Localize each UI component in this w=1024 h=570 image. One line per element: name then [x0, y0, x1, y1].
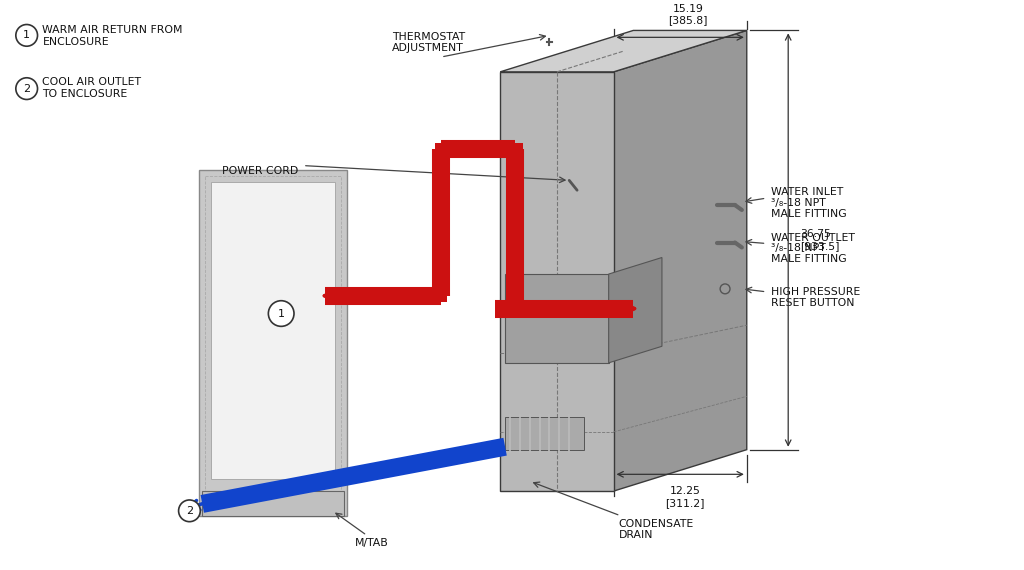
- Circle shape: [268, 301, 294, 327]
- Text: CONDENSATE: CONDENSATE: [618, 519, 694, 529]
- Text: ³/₈-18 NPT: ³/₈-18 NPT: [771, 243, 826, 254]
- Text: TO ENCLOSURE: TO ENCLOSURE: [42, 88, 128, 99]
- Circle shape: [15, 25, 38, 46]
- Text: ADJUSTMENT: ADJUSTMENT: [391, 43, 464, 53]
- Polygon shape: [200, 170, 347, 516]
- Circle shape: [15, 78, 38, 100]
- Circle shape: [178, 500, 201, 522]
- Polygon shape: [211, 182, 336, 479]
- Text: 2: 2: [186, 506, 193, 516]
- Text: HIGH PRESSURE: HIGH PRESSURE: [771, 287, 861, 297]
- Polygon shape: [203, 491, 344, 516]
- Text: RESET BUTTON: RESET BUTTON: [771, 298, 855, 308]
- Polygon shape: [435, 290, 446, 302]
- Text: DRAIN: DRAIN: [618, 530, 653, 540]
- Text: WATER OUTLET: WATER OUTLET: [771, 233, 855, 243]
- Polygon shape: [505, 274, 608, 363]
- Text: 1: 1: [278, 308, 285, 319]
- Polygon shape: [500, 30, 746, 72]
- Polygon shape: [435, 143, 446, 154]
- Circle shape: [720, 284, 730, 294]
- Text: 12.25
[311.2]: 12.25 [311.2]: [666, 486, 705, 508]
- Polygon shape: [510, 143, 523, 154]
- Text: ³/₈-18 NPT: ³/₈-18 NPT: [771, 198, 826, 208]
- Text: MALE FITTING: MALE FITTING: [771, 254, 847, 264]
- Polygon shape: [613, 30, 746, 491]
- Text: WARM AIR RETURN FROM: WARM AIR RETURN FROM: [42, 26, 183, 35]
- Text: MALE FITTING: MALE FITTING: [771, 209, 847, 219]
- Text: 36.75
[933.5]: 36.75 [933.5]: [800, 229, 840, 251]
- Text: ENCLOSURE: ENCLOSURE: [42, 37, 110, 47]
- Polygon shape: [608, 258, 662, 363]
- Text: COOL AIR OUTLET: COOL AIR OUTLET: [42, 77, 141, 87]
- Polygon shape: [500, 72, 613, 491]
- Polygon shape: [505, 417, 584, 450]
- Polygon shape: [510, 288, 523, 300]
- Text: 2: 2: [24, 84, 31, 93]
- Text: 1: 1: [24, 30, 30, 40]
- Text: M/TAB: M/TAB: [355, 539, 389, 548]
- Text: 15.19
[385.8]: 15.19 [385.8]: [669, 4, 708, 26]
- Text: POWER CORD: POWER CORD: [222, 165, 298, 176]
- Text: WATER INLET: WATER INLET: [771, 188, 844, 197]
- Text: THERMOSTAT: THERMOSTAT: [391, 32, 465, 42]
